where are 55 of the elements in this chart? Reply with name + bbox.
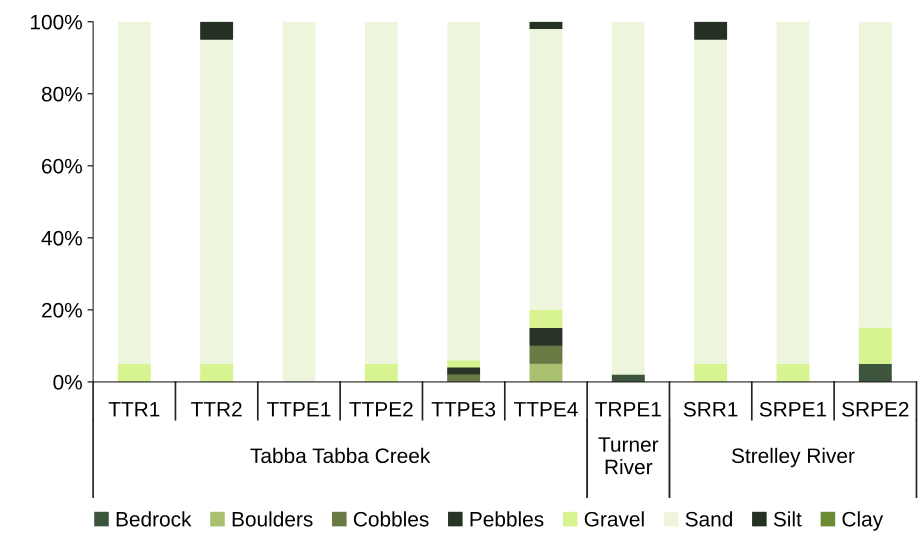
y-tick-label: 60% — [42, 158, 82, 174]
y-tick-label: 0% — [53, 374, 82, 390]
y-tick-label: 80% — [42, 86, 82, 102]
bar — [447, 22, 480, 360]
bar — [529, 28, 562, 310]
legend-label: Bedrock — [116, 511, 192, 527]
text: Turner River — [598, 437, 658, 474]
text: Strelley River — [732, 448, 855, 468]
bar — [776, 364, 810, 382]
bar — [529, 328, 562, 346]
bar — [118, 22, 151, 364]
bar — [694, 364, 728, 382]
legend-label: Cobbles — [354, 511, 429, 527]
legend-label: Sand — [686, 511, 732, 527]
bar — [858, 22, 892, 328]
bar — [529, 346, 562, 364]
y-tick-label: 40% — [41, 230, 82, 246]
x-tick-label: TTPE1 — [267, 402, 330, 416]
legend-label: Pebbles — [470, 511, 544, 527]
bar — [694, 40, 728, 364]
x-tick-label: SRR1 — [684, 402, 738, 417]
bar — [364, 22, 398, 364]
bar — [364, 364, 398, 382]
bar — [282, 22, 316, 382]
bar — [200, 364, 234, 382]
bar — [529, 310, 562, 328]
bar — [200, 22, 234, 40]
x-tick-label: TTPE2 — [349, 402, 413, 416]
bar — [612, 374, 645, 382]
bar — [529, 22, 562, 29]
y-tick-label: 100% — [31, 14, 82, 30]
y-tick-label: 20% — [42, 302, 82, 318]
x-tick-label: TRPE1 — [595, 402, 661, 416]
x-tick-label: TTR2 — [191, 402, 242, 416]
legend-label: Silt — [774, 511, 802, 527]
x-tick-label: SRPE2 — [842, 402, 908, 417]
legend-label: Gravel — [584, 511, 644, 527]
bar — [858, 364, 892, 382]
x-tick-label: TTPE3 — [432, 402, 496, 417]
x-tick-label: TTPE4 — [514, 402, 578, 416]
bar — [529, 364, 562, 382]
legend-label: Clay — [842, 511, 884, 531]
legend-label: Boulders — [232, 511, 313, 527]
x-tick-label: SRPE1 — [760, 402, 826, 417]
bar — [200, 40, 234, 364]
bar — [858, 328, 892, 364]
bar — [694, 22, 728, 40]
x-tick-label: TTR1 — [108, 402, 160, 416]
bar — [612, 22, 645, 375]
bar — [447, 367, 480, 375]
bar — [118, 364, 151, 382]
text: Tabba Tabba Creek — [250, 448, 430, 464]
bar — [447, 374, 480, 382]
bar — [447, 360, 480, 368]
bar — [776, 22, 810, 364]
